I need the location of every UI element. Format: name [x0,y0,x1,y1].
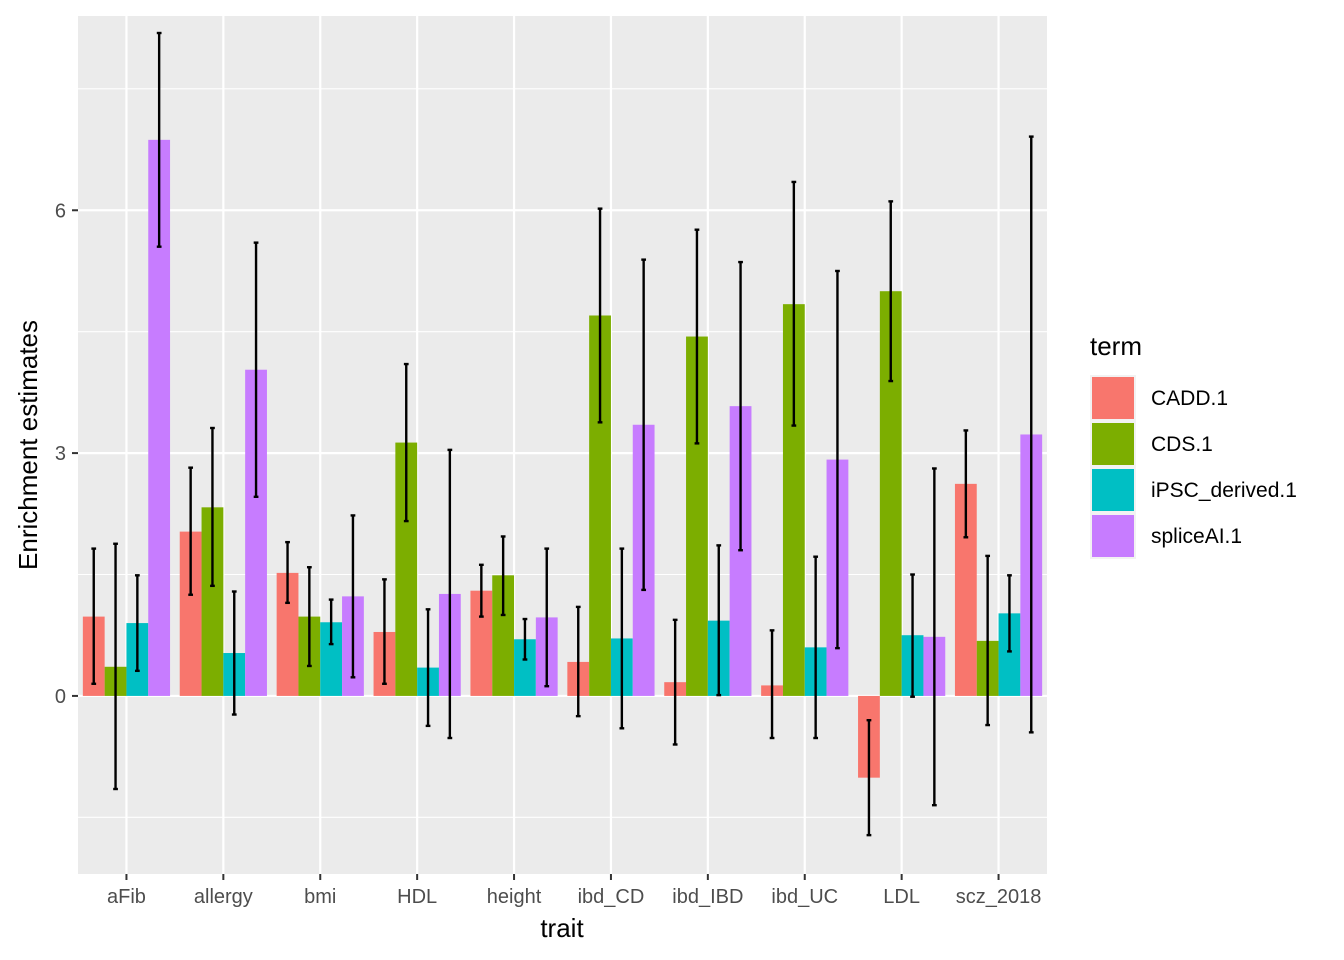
x-tick-label: LDL [883,886,920,908]
bar [954,483,977,696]
bar [320,622,343,696]
bar [589,315,611,696]
x-tick-label: HDL [397,886,437,908]
legend-swatch [1092,469,1134,511]
x-tick-label: height [487,886,542,908]
legend-label: CDS.1 [1151,433,1213,456]
error-bars [91,31,1034,837]
bar [782,304,805,696]
x-tick-label: ibd_UC [771,886,838,908]
x-tick-label: ibd_CD [578,886,645,908]
bar [492,575,515,696]
y-axis: 0 3 6 [55,200,78,708]
legend-swatch [1092,423,1134,465]
legend-swatch [1092,515,1134,557]
bar [245,369,267,696]
bars [82,139,1043,778]
bar [395,442,418,696]
legend-title: term [1090,331,1142,361]
legend-items: CADD.1 CDS.1 iPSC_derived.1 spliceAI.1 [1090,375,1297,559]
bar [686,336,708,696]
bar [879,291,902,696]
legend-label: spliceAI.1 [1151,525,1242,548]
y-tick-label: 0 [55,686,66,708]
y-tick-label: 3 [55,443,66,465]
bar [201,507,224,696]
x-tick-label: scz_2018 [956,886,1042,908]
bar [998,613,1021,696]
legend-label: iPSC_derived.1 [1151,479,1297,502]
x-axis: aFib allergy bmi HDL height ibd_CD ibd_IBD ibd_… [107,874,1041,908]
bar [179,531,202,696]
x-tick-label: allergy [194,886,253,908]
x-tick-label: bmi [304,886,336,908]
bar [514,639,536,696]
bar [470,590,493,696]
legend-swatch [1092,377,1134,419]
legend: term CADD.1 CDS.1 iPSC_derived.1 spliceAI.1 [1090,331,1297,559]
bar [148,139,171,696]
legend-label: CADD.1 [1151,387,1228,410]
x-tick-label: aFib [107,886,146,908]
x-axis-title: trait [540,913,584,943]
bar [276,572,299,696]
y-tick-label: 6 [55,200,66,222]
y-axis-title: Enrichment estimates [13,320,43,570]
x-tick-label: ibd_IBD [672,886,743,908]
